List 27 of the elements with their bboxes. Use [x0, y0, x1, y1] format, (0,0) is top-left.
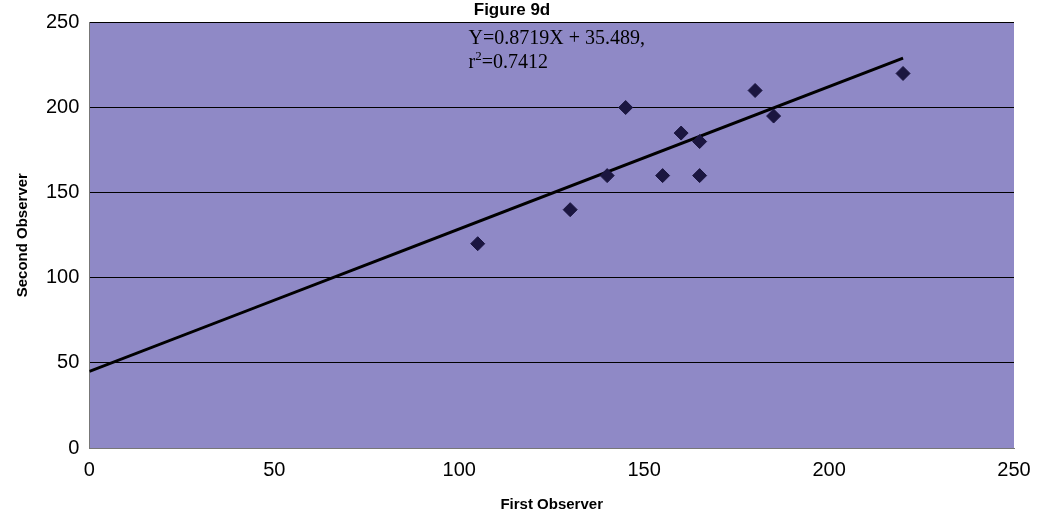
- annotation: Y=0.8719X + 35.489,: [468, 26, 645, 49]
- point: [692, 134, 708, 150]
- x-tick-label: 200: [812, 457, 846, 480]
- point: [655, 168, 671, 184]
- y-tick-label: 250: [45, 9, 80, 32]
- point: [766, 108, 782, 124]
- point: [599, 168, 615, 184]
- x-tick-label: 150: [627, 457, 661, 480]
- x-tick-label: 50: [263, 457, 286, 480]
- chart-title: Figure 9d: [473, 0, 551, 19]
- x-tick-label: 100: [442, 457, 476, 480]
- x-axis-title: First Observer: [500, 495, 604, 513]
- point: [692, 168, 708, 184]
- point: [747, 83, 763, 98]
- y-tick-label: 50: [57, 350, 80, 373]
- point: [673, 125, 689, 141]
- point: [562, 202, 578, 218]
- point: [618, 100, 634, 116]
- y-tick-label: 150: [45, 180, 80, 203]
- x-tick-label: 0: [83, 457, 95, 480]
- y-tick-label: 200: [45, 95, 80, 118]
- point: [470, 236, 486, 252]
- y-tick-label: 100: [45, 265, 80, 288]
- x-tick-label: 250: [997, 457, 1031, 480]
- y-axis-title: Second Observer: [13, 172, 31, 298]
- y-tick-label: 0: [68, 435, 80, 458]
- point: [895, 65, 911, 81]
